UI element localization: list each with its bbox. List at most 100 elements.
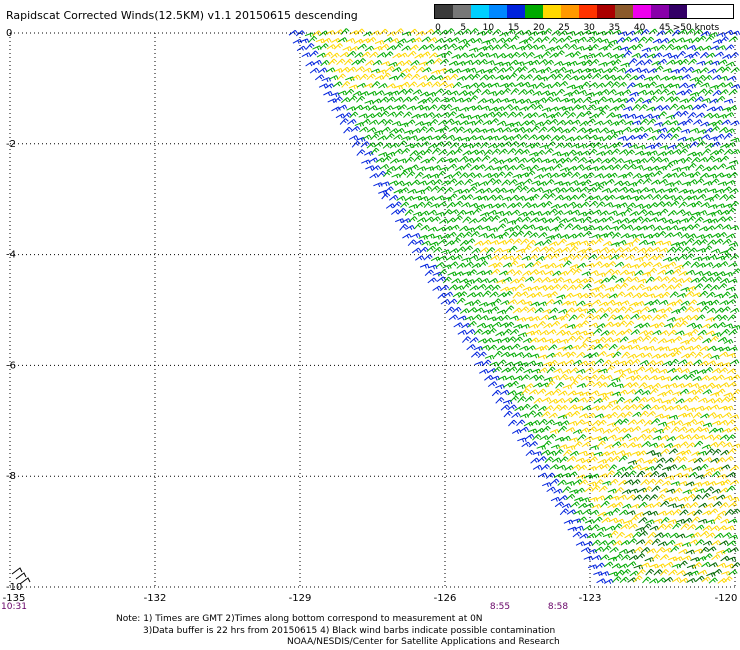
wind-barb [568,420,578,426]
wind-barb [643,419,654,427]
wind-barb [700,202,710,208]
wind-barb [517,157,528,164]
wind-barb [639,52,649,59]
wind-barb [652,142,662,149]
wind-barb [505,305,515,313]
wind-barb [729,426,739,433]
wind-barb [611,441,622,447]
wind-barb [469,95,479,103]
wind-barb [634,457,645,464]
wind-barb [580,320,590,327]
wind-barb [654,360,664,366]
wind-barb [531,125,540,133]
wind-barb [626,135,636,141]
wind-barb [689,314,699,321]
wind-barb [407,50,417,58]
wind-barb [543,28,553,35]
wind-barb [637,314,647,321]
wind-barb [657,283,667,290]
wind-barb [567,149,577,157]
wind-barb [593,225,604,231]
wind-barb [642,352,653,358]
wind-barb [354,121,365,127]
wind-barb [606,330,617,336]
wind-barb [614,261,625,268]
wind-barb [340,66,350,73]
wind-barb [670,200,680,207]
wind-barb [616,466,627,472]
wind-barb [507,366,518,372]
wind-barb [423,201,433,209]
wind-barb [636,569,646,576]
wind-barb [507,165,517,171]
wind-barb [408,204,419,209]
wind-barb [694,388,704,395]
wind-barb [647,118,657,126]
wind-barb [725,180,736,185]
wind-barb [596,201,606,209]
wind-barb [623,159,633,165]
wind-barb [516,74,526,82]
wind-barb [707,254,718,260]
wind-barb [464,261,474,268]
wind-barb [443,291,454,298]
wind-barb [379,28,389,36]
wind-barb [515,163,525,170]
wind-barb [722,442,733,448]
wind-barb [591,299,602,305]
wind-barb [634,178,644,186]
wind-barb [598,301,609,307]
wind-barb [682,211,692,217]
wind-barb [440,111,451,118]
wind-barb [667,329,677,337]
wind-barb [372,59,383,66]
wind-barb [555,50,565,57]
wind-barb [490,268,501,275]
wind-barb [619,149,629,155]
wind-barb [438,269,448,276]
wind-barb [19,577,31,585]
wind-barb [647,81,657,88]
wind-barb [702,457,713,463]
wind-barb [486,178,496,185]
wind-barb [602,413,612,419]
wind-barb [579,308,589,314]
wind-barb [703,245,713,253]
wind-barb [699,463,709,471]
wind-barb [663,497,673,502]
wind-barb [719,540,729,546]
wind-barb [674,195,684,202]
wind-barb [727,207,736,215]
wind-barb [383,170,393,178]
wind-barb [651,246,661,253]
wind-barb [432,271,443,277]
wind-barb [573,374,583,382]
wind-barb [665,44,675,51]
wind-barb [566,98,576,103]
wind-barb [611,148,621,156]
wind-barb [497,202,508,209]
wind-barb [428,52,439,59]
wind-barb [616,412,626,419]
wind-barb [568,471,578,478]
wind-barb [548,37,558,44]
wind-barb [377,170,387,178]
wind-barb [707,546,717,553]
wind-barb [719,36,729,43]
wind-barb [616,211,626,217]
wind-barb [406,105,417,111]
wind-barb [692,375,702,382]
wind-barb [425,112,435,118]
wind-barb [588,374,598,381]
wind-barb [598,540,608,546]
wind-barb [507,336,517,343]
wind-barb [500,231,510,239]
wind-barb [566,112,577,119]
wind-barb [448,126,459,133]
wind-barb [509,395,519,403]
wind-barb [432,147,441,155]
wind-barb [562,278,573,284]
wind-barb [583,302,593,308]
wind-barb [582,216,592,224]
wind-barb [591,248,601,254]
